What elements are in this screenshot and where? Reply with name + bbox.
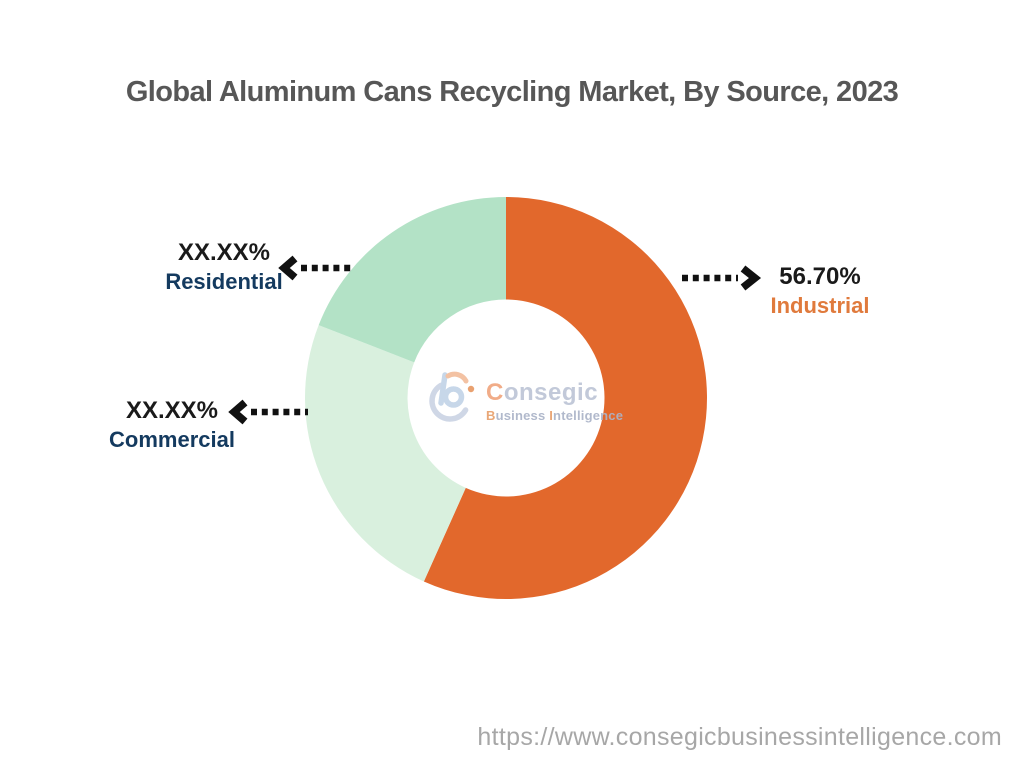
logo-brand-name: Consegic [486,379,599,406]
commercial-value: XX.XX% [125,397,219,424]
donut-segment-residential [318,197,506,363]
source-url: https://www.consegicbusinessintelligence… [477,723,1002,751]
residential-label-group: XX.XX% Residential [124,240,324,294]
residential-arrow-icon [278,255,354,281]
donut-segment-commercial [304,325,466,582]
industrial-arrow-icon [682,265,762,291]
residential-label: Residential [165,268,283,294]
chart-title: Global Aluminum Cans Recycling Market, B… [125,76,899,108]
logo-tagline: Business Intelligence [486,408,624,423]
consegic-logo-text: Consegic Business Intelligence [486,379,623,423]
residential-value: XX.XX% [177,239,271,266]
industrial-label-group: 56.70% Industrial [720,264,920,318]
commercial-label-group: XX.XX% Commercial [72,398,272,452]
commercial-label: Commercial [109,426,235,452]
industrial-label: Industrial [770,292,870,318]
donut-chart [304,197,707,599]
consegic-logo: Consegic Business Intelligence [426,358,623,444]
consegic-logo-icon [429,371,475,422]
industrial-value: 56.70% [779,263,861,290]
commercial-arrow-icon [228,399,308,425]
donut-segment-industrial [423,197,707,599]
